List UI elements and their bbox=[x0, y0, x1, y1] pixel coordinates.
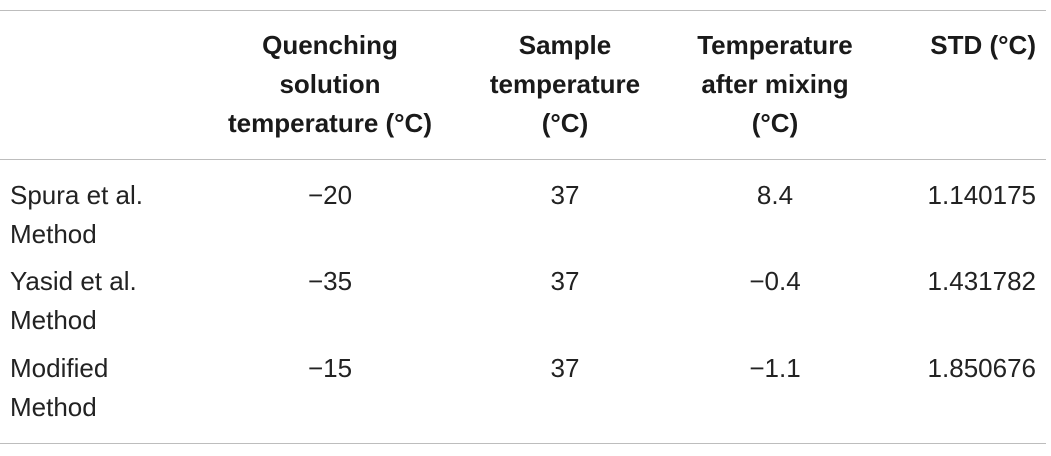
cell-std: 1.140175 bbox=[927, 180, 1036, 210]
table-bottom-rule bbox=[0, 443, 1046, 444]
cell-quenching-temp: −20 bbox=[307, 180, 353, 210]
row-method-label: Spura et al. Method bbox=[10, 180, 143, 249]
cell-std: 1.850676 bbox=[927, 353, 1036, 383]
row-method-label: Modified Method bbox=[10, 353, 109, 422]
cell-quenching-temp: −35 bbox=[307, 266, 353, 296]
header-sample-temperature: Sample temperature (°C) bbox=[489, 30, 641, 138]
row-method-label: Yasid et al. Method bbox=[10, 266, 137, 335]
cell-sample-temp: 37 bbox=[550, 353, 580, 383]
table-header-rule bbox=[0, 159, 1046, 160]
cell-after-mixing: 8.4 bbox=[756, 180, 794, 210]
cell-sample-temp: 37 bbox=[550, 266, 580, 296]
cell-after-mixing: −1.1 bbox=[749, 353, 801, 383]
table-top-rule bbox=[0, 10, 1046, 11]
cell-std: 1.431782 bbox=[927, 266, 1036, 296]
header-std: STD (°C) bbox=[930, 30, 1036, 60]
cell-quenching-temp: −15 bbox=[307, 353, 353, 383]
cell-after-mixing: −0.4 bbox=[749, 266, 801, 296]
header-quenching-temperature: Quenching solution temperature (°C) bbox=[228, 30, 432, 138]
header-temperature-after-mixing: Temperature after mixing (°C) bbox=[697, 30, 853, 138]
cell-sample-temp: 37 bbox=[550, 180, 580, 210]
